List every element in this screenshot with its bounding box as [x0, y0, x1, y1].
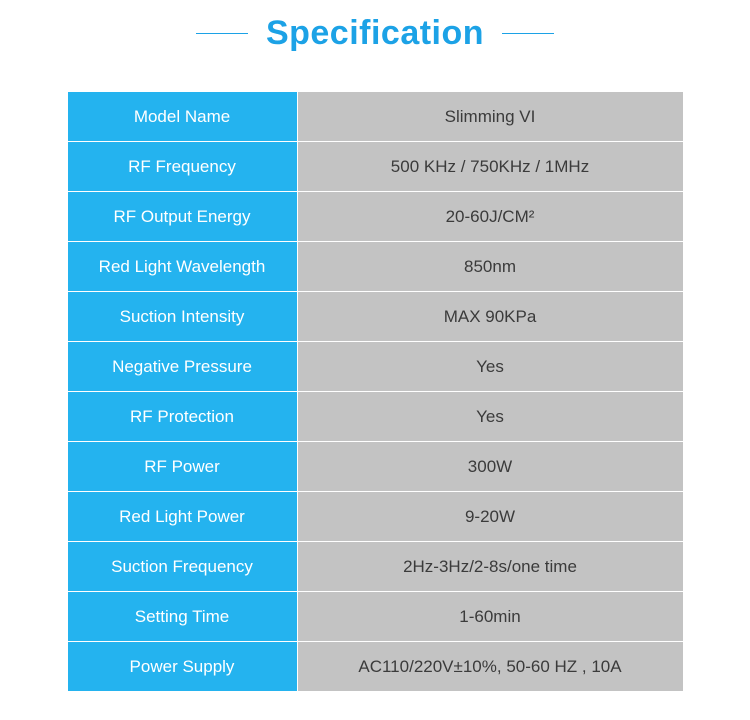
- table-row: Setting Time1-60min: [67, 592, 683, 642]
- table-row: Suction IntensityMAX 90KPa: [67, 292, 683, 342]
- spec-value: 20-60J/CM²: [297, 192, 683, 242]
- table-row: RF Power300W: [67, 442, 683, 492]
- spec-value: 500 KHz / 750KHz / 1MHz: [297, 142, 683, 192]
- spec-value: AC110/220V±10%, 50-60 HZ , 10A: [297, 642, 683, 692]
- spec-value: 300W: [297, 442, 683, 492]
- table-row: Power SupplyAC110/220V±10%, 50-60 HZ , 1…: [67, 642, 683, 692]
- table-row: Model NameSlimming VI: [67, 92, 683, 142]
- spec-value: 850nm: [297, 242, 683, 292]
- spec-value: 2Hz-3Hz/2-8s/one time: [297, 542, 683, 592]
- spec-label: RF Output Energy: [67, 192, 297, 242]
- table-row: Red Light Wavelength850nm: [67, 242, 683, 292]
- specification-page: Specification Model NameSlimming VIRF Fr…: [0, 0, 750, 720]
- spec-value: Yes: [297, 392, 683, 442]
- spec-value: 1-60min: [297, 592, 683, 642]
- spec-label: RF Frequency: [67, 142, 297, 192]
- spec-label: RF Protection: [67, 392, 297, 442]
- spec-label: Power Supply: [67, 642, 297, 692]
- spec-label: Model Name: [67, 92, 297, 142]
- spec-value: Slimming VI: [297, 92, 683, 142]
- spec-label: Red Light Power: [67, 492, 297, 542]
- table-row: RF Output Energy20-60J/CM²: [67, 192, 683, 242]
- heading-row: Specification: [196, 14, 554, 53]
- rule-left: [196, 33, 248, 34]
- rule-right: [502, 33, 554, 34]
- spec-label: Negative Pressure: [67, 342, 297, 392]
- spec-label: Red Light Wavelength: [67, 242, 297, 292]
- spec-label: Suction Intensity: [67, 292, 297, 342]
- spec-value: Yes: [297, 342, 683, 392]
- table-row: Red Light Power9-20W: [67, 492, 683, 542]
- table-row: Negative PressureYes: [67, 342, 683, 392]
- page-title: Specification: [266, 14, 484, 53]
- table-row: RF ProtectionYes: [67, 392, 683, 442]
- spec-label: Suction Frequency: [67, 542, 297, 592]
- spec-value: MAX 90KPa: [297, 292, 683, 342]
- spec-value: 9-20W: [297, 492, 683, 542]
- spec-label: Setting Time: [67, 592, 297, 642]
- table-row: Suction Frequency2Hz-3Hz/2-8s/one time: [67, 542, 683, 592]
- spec-table: Model NameSlimming VIRF Frequency500 KHz…: [67, 91, 684, 692]
- spec-label: RF Power: [67, 442, 297, 492]
- table-row: RF Frequency500 KHz / 750KHz / 1MHz: [67, 142, 683, 192]
